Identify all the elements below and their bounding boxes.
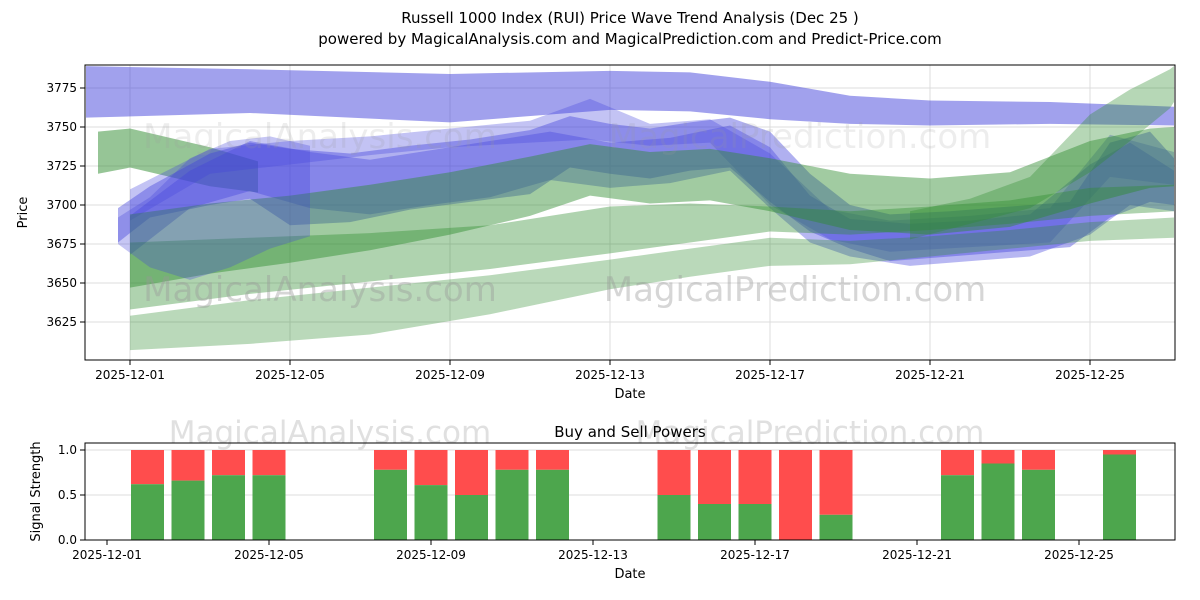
svg-text:2025-12-13: 2025-12-13 bbox=[558, 548, 628, 562]
chart-subtitle: powered by MagicalAnalysis.com and Magic… bbox=[318, 30, 942, 48]
svg-text:MagicalAnalysis.com: MagicalAnalysis.com bbox=[143, 117, 497, 157]
svg-text:2025-12-25: 2025-12-25 bbox=[1044, 548, 1114, 562]
svg-text:3750: 3750 bbox=[46, 120, 77, 134]
svg-text:2025-12-09: 2025-12-09 bbox=[396, 548, 466, 562]
svg-text:2025-12-21: 2025-12-21 bbox=[882, 548, 952, 562]
svg-text:2025-12-17: 2025-12-17 bbox=[720, 548, 790, 562]
title-block: Russell 1000 Index (RUI) Price Wave Tren… bbox=[60, 8, 1200, 50]
svg-text:2025-12-25: 2025-12-25 bbox=[1055, 368, 1125, 382]
svg-text:3650: 3650 bbox=[46, 276, 77, 290]
svg-text:Date: Date bbox=[614, 567, 645, 582]
svg-text:3675: 3675 bbox=[46, 237, 77, 251]
svg-text:2025-12-01: 2025-12-01 bbox=[72, 548, 142, 562]
svg-text:2025-12-09: 2025-12-09 bbox=[415, 368, 485, 382]
svg-text:3725: 3725 bbox=[46, 159, 77, 173]
svg-text:MagicalPrediction.com: MagicalPrediction.com bbox=[636, 415, 985, 451]
svg-text:2025-12-05: 2025-12-05 bbox=[255, 368, 325, 382]
svg-text:MagicalPrediction.com: MagicalPrediction.com bbox=[609, 117, 992, 157]
svg-text:MagicalAnalysis.com: MagicalAnalysis.com bbox=[169, 415, 491, 451]
chart-title: Russell 1000 Index (RUI) Price Wave Tren… bbox=[401, 9, 859, 27]
svg-text:Buy and Sell Powers: Buy and Sell Powers bbox=[554, 423, 706, 441]
svg-text:MagicalAnalysis.com: MagicalAnalysis.com bbox=[143, 270, 497, 310]
svg-text:2025-12-13: 2025-12-13 bbox=[575, 368, 645, 382]
svg-text:Date: Date bbox=[614, 387, 645, 402]
svg-text:0.5: 0.5 bbox=[58, 488, 77, 502]
svg-text:2025-12-05: 2025-12-05 bbox=[234, 548, 304, 562]
svg-text:2025-12-21: 2025-12-21 bbox=[895, 368, 965, 382]
svg-text:MagicalPrediction.com: MagicalPrediction.com bbox=[604, 270, 987, 310]
svg-text:3700: 3700 bbox=[46, 198, 77, 212]
svg-text:Price: Price bbox=[16, 197, 31, 229]
svg-text:0.0: 0.0 bbox=[58, 533, 77, 547]
svg-text:3625: 3625 bbox=[46, 315, 77, 329]
svg-text:2025-12-17: 2025-12-17 bbox=[735, 368, 805, 382]
svg-text:2025-12-01: 2025-12-01 bbox=[95, 368, 165, 382]
svg-text:Signal Strength: Signal Strength bbox=[29, 441, 44, 541]
svg-text:1.0: 1.0 bbox=[58, 443, 77, 457]
svg-text:3775: 3775 bbox=[46, 81, 77, 95]
